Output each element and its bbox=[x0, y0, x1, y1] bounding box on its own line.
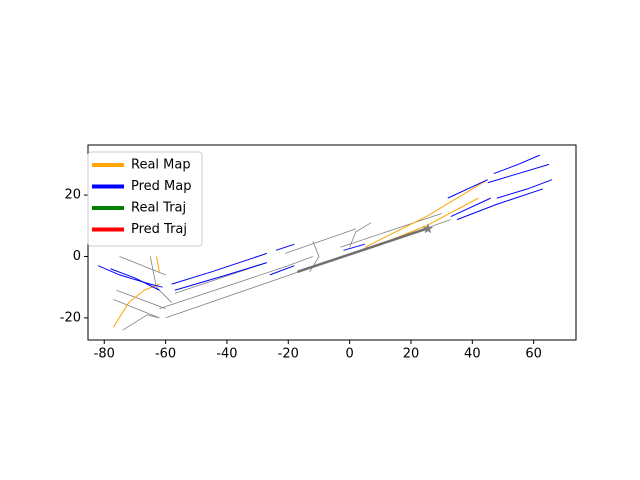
line-segment bbox=[450, 197, 491, 218]
line-segment bbox=[285, 228, 356, 254]
line-segment bbox=[275, 243, 295, 251]
x-tick-label: -80 bbox=[94, 347, 115, 362]
line-segment bbox=[113, 283, 160, 328]
plot-area bbox=[97, 154, 553, 331]
star-marker bbox=[422, 223, 434, 234]
line-segment bbox=[349, 222, 372, 248]
line-segment bbox=[116, 289, 166, 310]
legend-label: Real Map bbox=[131, 158, 191, 173]
line-segment bbox=[447, 179, 488, 199]
line-segment bbox=[364, 179, 488, 248]
line-segment bbox=[340, 213, 442, 248]
legend-label: Real Traj bbox=[131, 201, 186, 216]
legend-label: Pred Map bbox=[131, 179, 192, 194]
x-tick-label: -40 bbox=[216, 347, 237, 362]
line-segment bbox=[456, 188, 544, 221]
x-tick-label: -60 bbox=[155, 347, 176, 362]
line-segment bbox=[97, 265, 163, 288]
line-segment bbox=[487, 163, 550, 184]
y-tick-label: 0 bbox=[73, 249, 81, 264]
line-segment bbox=[174, 262, 267, 291]
legend-label: Pred Traj bbox=[131, 222, 187, 237]
line-segment bbox=[343, 243, 366, 251]
legend-box bbox=[87, 151, 203, 247]
x-tick-label: 40 bbox=[464, 347, 481, 362]
line-segment bbox=[496, 179, 553, 199]
x-tick-label: 0 bbox=[345, 347, 353, 362]
line-segment bbox=[119, 256, 166, 276]
y-tick-label: -20 bbox=[60, 310, 81, 325]
x-tick-label: 20 bbox=[403, 347, 420, 362]
line-segment bbox=[493, 154, 541, 175]
y-tick-label: 20 bbox=[64, 188, 81, 203]
line-segment bbox=[171, 252, 267, 285]
line-segment bbox=[297, 227, 427, 274]
line-segment bbox=[155, 256, 160, 272]
line-segment bbox=[122, 314, 160, 331]
line-segment bbox=[149, 256, 173, 303]
line-segment bbox=[269, 265, 295, 276]
x-tick-label: -20 bbox=[278, 347, 299, 362]
x-tick-label: 60 bbox=[525, 347, 542, 362]
line-segment bbox=[159, 256, 313, 310]
line-segment bbox=[110, 268, 160, 291]
line-segment bbox=[113, 299, 160, 319]
